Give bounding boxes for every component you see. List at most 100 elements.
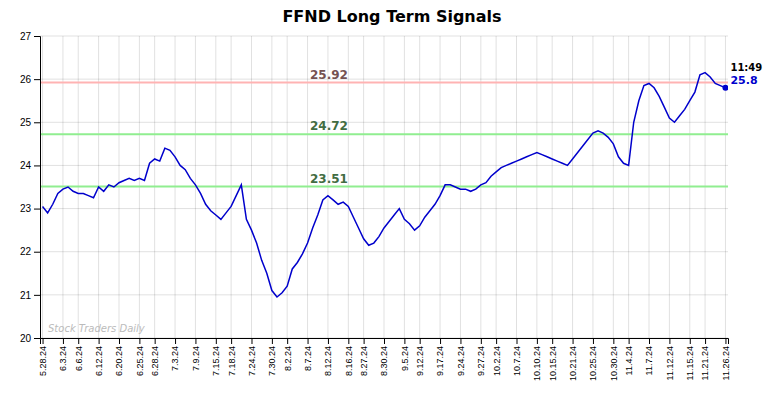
tick-mark [34, 165, 40, 166]
end-point [722, 85, 728, 91]
tick-label: 7.9.24 [191, 346, 201, 371]
tick: 10.15.24 [548, 338, 558, 381]
tick-mark [440, 338, 441, 344]
tick: 8.12.24 [323, 338, 333, 376]
tick: 11.26.24 [721, 338, 731, 380]
tick-label: 10.25.24 [588, 346, 598, 381]
tick-label: 22 [20, 246, 32, 257]
tick-label: 10.7.24 [512, 346, 522, 376]
tick-label: 8.16.24 [344, 346, 354, 376]
tick-mark [34, 338, 40, 339]
tick: 7.15.24 [211, 338, 221, 376]
tick-label: 27 [20, 31, 32, 42]
tick: 25 [20, 117, 40, 128]
tick: 7.24.24 [247, 338, 257, 376]
tick-label: 25 [20, 117, 32, 128]
axis-line [34, 37, 41, 339]
tick: 20 [20, 333, 40, 344]
tick-mark [216, 338, 217, 344]
tick-mark [34, 209, 40, 210]
tick-mark [34, 36, 40, 37]
x-axis: 5.28.24 6.3.24 6.6.24 6.12.24 6.20.24 6.25.24… [38, 338, 731, 381]
tick-mark [669, 338, 670, 344]
tick-mark [496, 338, 497, 344]
tick-label: 23 [20, 203, 32, 214]
tick: 8.27.24 [359, 338, 369, 376]
tick-label: 6.6.24 [74, 346, 84, 371]
tick-mark [139, 338, 140, 344]
tick: 8.2.24 [283, 338, 293, 371]
marks [40, 73, 728, 297]
tick: 6.6.24 [74, 338, 84, 371]
tick-label: 20 [20, 333, 32, 344]
tick: 9.17.24 [435, 338, 445, 376]
tick: 7.30.24 [267, 338, 277, 376]
reference-line [40, 82, 728, 84]
tick: 7.3.24 [170, 338, 180, 371]
tick: 7.18.24 [226, 338, 236, 376]
tick-label: 6.3.24 [58, 346, 68, 371]
tick: 26 [20, 74, 40, 85]
tick-label: 8.7.24 [303, 346, 313, 371]
tick-label: 8.2.24 [283, 346, 293, 371]
tick: 24 [20, 160, 40, 171]
tick: 9.5.24 [400, 338, 410, 371]
tick: 8.16.24 [344, 338, 354, 376]
tick-mark [119, 338, 120, 344]
tick: 11.4.24 [624, 338, 634, 375]
tick-mark [629, 338, 630, 344]
tick-label: 5.28.24 [38, 346, 48, 376]
tick-mark [537, 338, 538, 344]
tick: 6.12.24 [94, 338, 104, 376]
tick-mark [552, 338, 553, 344]
tick-label: 9.5.24 [400, 346, 410, 371]
grid [40, 36, 728, 338]
tick-mark [690, 338, 691, 344]
tick-label: 10.2.24 [491, 346, 501, 376]
tick-label: 10.21.24 [568, 346, 578, 381]
tick: 7.9.24 [191, 338, 201, 371]
tick: 11.12.24 [665, 338, 675, 380]
tick-mark [613, 338, 614, 344]
tick-mark [175, 338, 176, 344]
tick-mark [78, 338, 79, 344]
tick-mark [705, 338, 706, 344]
tick-label: 10.10.24 [532, 346, 542, 381]
tick: 11.7.24 [644, 338, 654, 375]
tick-label: 10.15.24 [548, 346, 558, 381]
tick-label: 7.30.24 [267, 346, 277, 376]
tick: 6.20.24 [114, 338, 124, 376]
tick-mark [348, 338, 349, 344]
tick: 9.12.24 [415, 338, 425, 376]
reference-label: 23.51 [310, 172, 348, 186]
price-line [43, 73, 726, 297]
tick: 10.25.24 [588, 338, 598, 381]
tick-label: 9.27.24 [476, 346, 486, 376]
tick-label: 9.17.24 [435, 346, 445, 376]
tick-label: 9.24.24 [456, 346, 466, 376]
tick-mark [287, 338, 288, 344]
reference-line [40, 133, 728, 135]
tick-mark [481, 338, 482, 344]
tick-label: 7.3.24 [170, 346, 180, 371]
tick-mark [328, 338, 329, 344]
annotation: 25.8 [730, 74, 757, 87]
tick: 10.2.24 [491, 338, 501, 376]
tick: 22 [20, 246, 40, 257]
tick: 8.30.24 [379, 338, 389, 376]
tick-label: 6.25.24 [135, 346, 145, 376]
tick: 21 [20, 290, 40, 301]
tick-mark [272, 338, 273, 344]
tick-mark [364, 338, 365, 344]
tick-mark [573, 338, 574, 344]
tick-label: 8.30.24 [379, 346, 389, 376]
tick-label: 11.12.24 [665, 346, 675, 380]
tick-label: 6.28.24 [150, 346, 160, 376]
tick: 9.24.24 [456, 338, 466, 376]
title: FFND Long Term Signals [282, 7, 501, 26]
tick-mark [460, 338, 461, 344]
tick-label: 11.21.24 [700, 346, 710, 380]
tick: 5.28.24 [38, 338, 48, 376]
tick-mark [384, 338, 385, 344]
tick: 10.7.24 [512, 338, 522, 376]
